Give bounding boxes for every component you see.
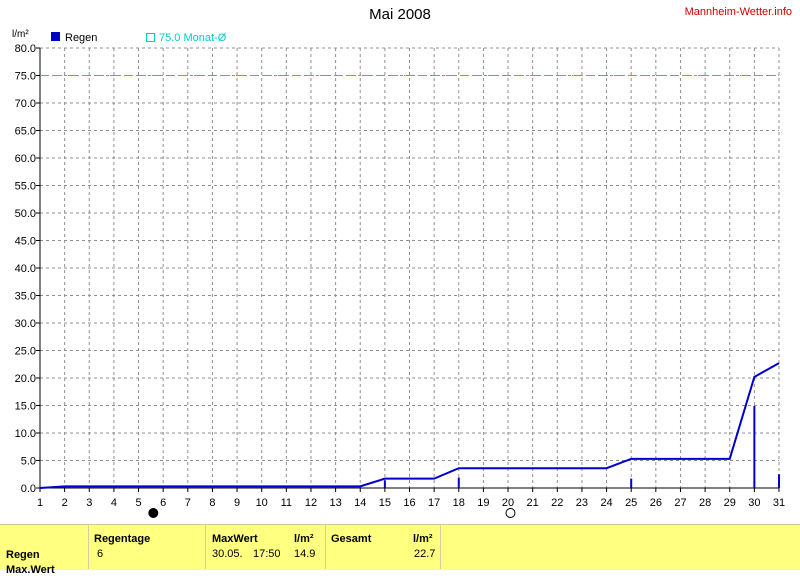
x-tick-label: 13 xyxy=(329,497,341,509)
y-tick-label: 40.0 xyxy=(15,263,36,275)
x-tick-label: 19 xyxy=(477,497,489,509)
y-tick-label: 60.0 xyxy=(15,153,36,165)
y-tick-label: 55.0 xyxy=(15,181,36,193)
table-divider xyxy=(205,524,206,569)
y-tick-label: 65.0 xyxy=(15,126,36,138)
x-tick-label: 18 xyxy=(453,497,465,509)
x-tick-label: 26 xyxy=(650,497,662,509)
x-tick-label: 25 xyxy=(625,497,637,509)
y-tick-label: 80.0 xyxy=(15,43,36,55)
cumulative-rain-line xyxy=(39,362,780,489)
regentage-value: 6 xyxy=(97,548,104,560)
maxwert-value: 14.9 xyxy=(294,548,316,560)
x-tick-label: 4 xyxy=(111,497,117,509)
legend-swatch-regen xyxy=(51,32,60,41)
row-label-regen: Regen xyxy=(6,549,40,561)
x-tick-label: 16 xyxy=(403,497,415,509)
x-tick-label: 8 xyxy=(209,497,215,509)
y-tick-label: 0.0 xyxy=(21,483,36,495)
y-tick-label: 5.0 xyxy=(21,456,36,468)
x-tick-label: 9 xyxy=(234,497,240,509)
y-tick-label: 20.0 xyxy=(15,373,36,385)
legend-label-average: 75.0 Monat-Ø xyxy=(159,32,227,44)
new-moon-icon xyxy=(148,508,159,518)
y-tick-label: 50.0 xyxy=(15,208,36,220)
x-tick-label: 6 xyxy=(160,497,166,509)
x-tick-label: 23 xyxy=(576,497,588,509)
x-tick-label: 21 xyxy=(527,497,539,509)
x-tick-label: 30 xyxy=(748,497,760,509)
y-tick-label: 10.0 xyxy=(15,428,36,440)
maxwert-time: 17:50 xyxy=(253,548,281,560)
y-tick-label: 15.0 xyxy=(15,401,36,413)
x-tick-label: 28 xyxy=(699,497,711,509)
x-tick-label: 7 xyxy=(185,497,191,509)
row-label-maxwert: Max.Wert xyxy=(6,564,55,576)
x-tick-label: 10 xyxy=(256,497,268,509)
maxwert-header: MaxWert xyxy=(212,533,258,545)
x-tick-label: 17 xyxy=(428,497,440,509)
legend-swatch-average xyxy=(146,33,155,42)
x-tick-label: 11 xyxy=(281,497,292,509)
y-tick-label: 30.0 xyxy=(15,318,36,330)
y-tick-label: 25.0 xyxy=(15,346,36,358)
chart-title: Mai 2008 xyxy=(369,6,431,23)
gesamt-unit: l/m² xyxy=(413,533,433,545)
x-tick-label: 22 xyxy=(551,497,563,509)
gesamt-header: Gesamt xyxy=(331,533,372,545)
table-divider xyxy=(440,524,441,569)
x-tick-label: 20 xyxy=(502,497,514,509)
x-tick-label: 27 xyxy=(674,497,686,509)
regentage-header: Regentage xyxy=(94,533,151,545)
summary-table xyxy=(0,524,800,570)
table-divider xyxy=(325,524,326,569)
x-tick-label: 2 xyxy=(62,497,68,509)
x-tick-label: 29 xyxy=(724,497,736,509)
table-divider xyxy=(88,524,89,569)
x-tick-label: 24 xyxy=(600,497,612,509)
maxwert-date: 30.05. xyxy=(212,548,243,560)
x-tick-label: 15 xyxy=(379,497,391,509)
y-tick-label: 45.0 xyxy=(15,236,36,248)
legend-label-regen: Regen xyxy=(65,32,97,44)
x-tick-label: 1 xyxy=(37,497,43,509)
rain-chart: 0.0 5.0 10.0 15.0 20.0 25.0 30.0 35.0 40.0 45.0 50… xyxy=(12,29,785,518)
y-tick-label: 75.0 xyxy=(15,71,36,83)
y-tick-label: 70.0 xyxy=(15,98,36,110)
x-tick-label: 3 xyxy=(86,497,92,509)
y-axis-label: l/m² xyxy=(12,29,29,40)
full-moon-icon xyxy=(505,508,516,518)
maxwert-unit: l/m² xyxy=(294,533,314,545)
x-tick-label: 5 xyxy=(135,497,141,509)
y-tick-label: 35.0 xyxy=(15,291,36,303)
x-tick-label: 31 xyxy=(773,497,785,509)
x-tick-label: 12 xyxy=(305,497,317,509)
site-name[interactable]: Mannheim-Wetter.info xyxy=(684,6,792,18)
gesamt-value: 22.7 xyxy=(414,548,436,560)
x-tick-label: 14 xyxy=(354,497,366,509)
